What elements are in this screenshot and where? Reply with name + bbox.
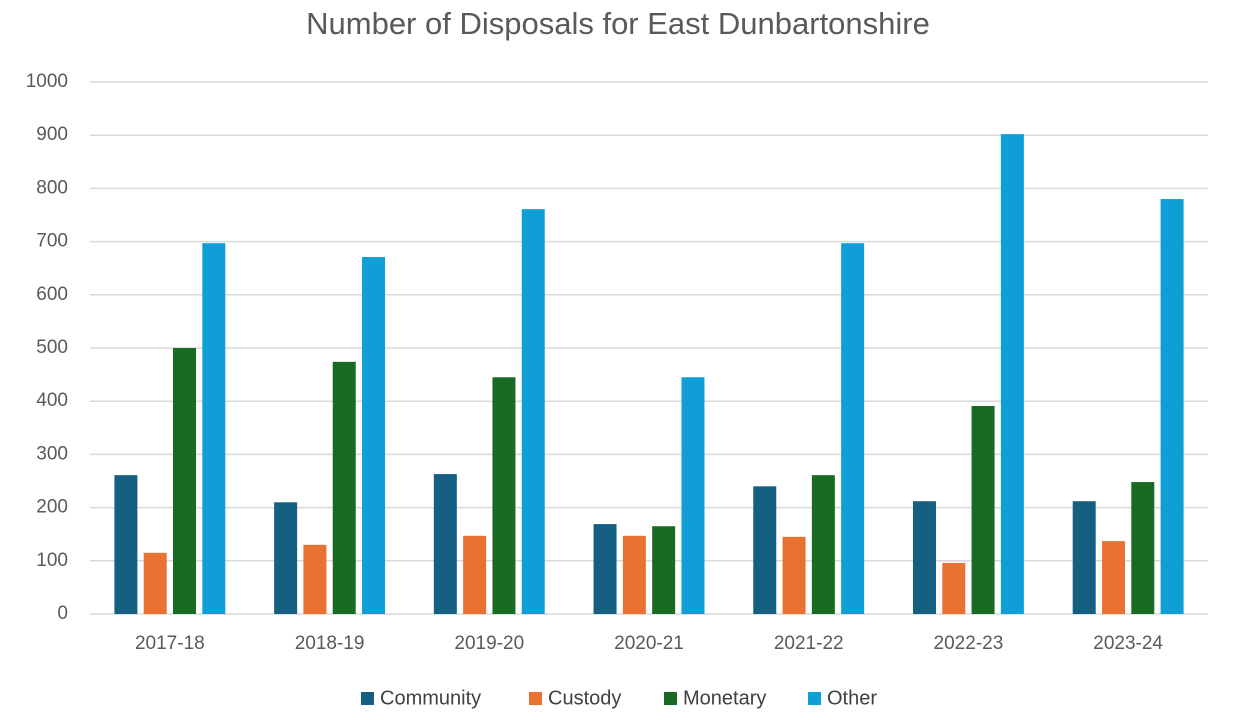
bar — [1072, 501, 1096, 614]
bar — [811, 475, 835, 614]
bar — [593, 524, 617, 614]
y-tick-label: 900 — [36, 124, 68, 145]
bar — [114, 475, 138, 614]
bar — [332, 361, 356, 614]
y-tick-label: 600 — [36, 284, 68, 305]
bar — [942, 562, 966, 614]
x-tick-label: 2018-19 — [295, 633, 365, 654]
bar — [841, 243, 865, 615]
x-tick-label: 2017-18 — [135, 633, 205, 654]
bar — [782, 536, 806, 614]
legend-label: Other — [827, 687, 877, 709]
bar — [274, 502, 298, 614]
y-tick-label: 500 — [36, 337, 68, 358]
legend-label: Custody — [548, 687, 621, 709]
bar — [1160, 199, 1184, 615]
bar — [202, 243, 226, 615]
y-tick-label: 400 — [36, 390, 68, 411]
x-tick-label: 2020-21 — [614, 633, 684, 654]
bar — [433, 474, 457, 614]
bar — [681, 377, 705, 614]
bar — [971, 405, 995, 614]
bar — [622, 535, 646, 614]
bar — [912, 501, 936, 614]
y-tick-label: 700 — [36, 231, 68, 252]
bar — [1131, 482, 1155, 614]
bar — [521, 209, 545, 614]
y-tick-label: 800 — [36, 177, 68, 198]
y-tick-label: 1000 — [26, 71, 68, 92]
bar — [173, 348, 197, 614]
legend-swatch — [664, 692, 677, 705]
y-tick-label: 200 — [36, 497, 68, 518]
bar — [1000, 134, 1024, 615]
x-tick-label: 2019-20 — [454, 633, 524, 654]
legend-label: Community — [380, 687, 481, 709]
legend-swatch — [808, 692, 821, 705]
y-tick-label: 300 — [36, 443, 68, 464]
bar — [143, 552, 167, 614]
bar — [463, 535, 487, 614]
bar — [753, 486, 777, 614]
bar — [1101, 541, 1125, 614]
x-tick-label: 2022-23 — [934, 633, 1004, 654]
x-tick-label: 2023-24 — [1093, 633, 1163, 654]
x-tick-label: 2021-22 — [774, 633, 844, 654]
legend-swatch — [361, 692, 374, 705]
legend-swatch — [529, 692, 542, 705]
bar — [652, 526, 676, 614]
bar — [492, 377, 516, 614]
bar — [303, 544, 327, 614]
chart-title: Number of Disposals for East Dunbartonsh… — [306, 6, 930, 41]
bar — [362, 257, 386, 614]
legend-label: Monetary — [683, 687, 766, 709]
y-tick-label: 100 — [36, 550, 68, 571]
y-tick-label: 0 — [57, 603, 68, 624]
